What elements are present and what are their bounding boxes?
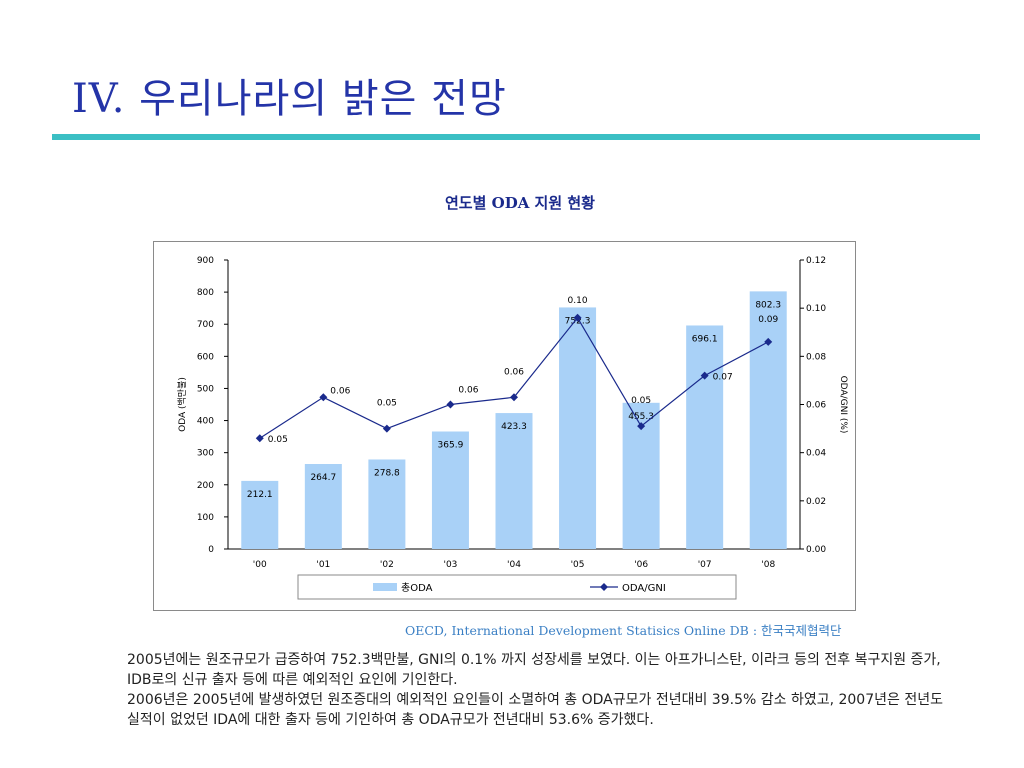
legend-swatch-bar [373, 583, 397, 591]
bar-value-label: 278.8 [374, 468, 400, 478]
oda-gni-point-7 [700, 371, 709, 380]
x-axis-tick-label: '01 [316, 560, 330, 570]
left-axis-tick-label: 300 [197, 449, 214, 459]
line-value-label: 0.09 [758, 315, 778, 325]
x-axis-tick-label: '04 [507, 560, 521, 570]
line-value-label: 0.05 [268, 435, 288, 445]
bar-value-label: 802.3 [755, 300, 781, 310]
right-axis-tick-label: 0.10 [806, 304, 826, 314]
oda-gni-point-1 [319, 393, 328, 402]
x-axis-tick-label: '06 [634, 560, 648, 570]
slide-title: IV. 우리나라의 밝은 전망 [72, 76, 507, 122]
bar-3 [431, 431, 469, 549]
x-axis-tick-label: '02 [380, 560, 394, 570]
bar-value-label: 423.3 [501, 422, 527, 432]
x-axis-tick-label: '00 [253, 560, 267, 570]
bar-5 [559, 307, 597, 549]
source-note: OECD, International Development Statisic… [405, 624, 842, 638]
left-axis-tick-label: 800 [197, 288, 214, 298]
right-axis-tick-label: 0.00 [806, 545, 826, 555]
right-axis-tick-label: 0.06 [806, 401, 826, 411]
legend-box [297, 574, 737, 600]
line-value-label: 0.06 [504, 367, 524, 377]
line-value-label: 0.06 [458, 386, 478, 396]
right-axis-tick-label: 0.02 [806, 497, 826, 507]
left-axis-title: ODA (백만불) [177, 377, 188, 432]
right-axis-tick-label: 0.04 [806, 449, 826, 459]
oda-gni-point-6 [637, 422, 646, 431]
chart-title: 연도별 ODA 지원 현황 [445, 194, 595, 212]
bar-2 [368, 459, 406, 549]
body-text: 2005년에는 원조규모가 급증하여 752.3백만불, GNI의 0.1% 까… [127, 650, 947, 730]
line-value-label: 0.05 [631, 396, 651, 406]
left-axis-tick-label: 0 [208, 545, 214, 555]
left-axis-tick-label: 700 [197, 320, 214, 330]
bar-0 [241, 480, 279, 549]
bar-value-label: 455.3 [628, 412, 654, 422]
line-value-label: 0.07 [713, 373, 733, 383]
oda-gni-point-0 [255, 434, 264, 443]
right-axis-tick-label: 0.12 [806, 256, 826, 266]
bar-1 [304, 464, 342, 549]
legend-swatch-marker [600, 583, 608, 591]
oda-gni-point-8 [764, 337, 773, 346]
left-axis-tick-label: 500 [197, 384, 214, 394]
bar-7 [686, 325, 724, 549]
oda-gni-point-3 [446, 400, 455, 409]
bar-value-label: 365.9 [438, 441, 464, 451]
x-axis-tick-label: '07 [698, 560, 712, 570]
oda-gni-point-5 [573, 313, 582, 322]
line-value-label: 0.05 [377, 399, 397, 409]
left-axis-tick-label: 200 [197, 481, 214, 491]
left-axis-tick-label: 900 [197, 256, 214, 266]
oda-gni-point-4 [510, 393, 518, 402]
line-value-label: 0.06 [330, 386, 350, 396]
bar-8 [749, 291, 787, 549]
bar-value-label: 696.1 [692, 334, 718, 344]
left-axis-tick-label: 600 [197, 352, 214, 362]
right-axis-tick-label: 0.08 [806, 352, 826, 362]
left-axis-tick-label: 400 [197, 417, 214, 427]
legend-label-bar: 총ODA [401, 582, 433, 594]
body-paragraph-2005: 2005년에는 원조규모가 급증하여 752.3백만불, GNI의 0.1% 까… [127, 652, 941, 688]
bar-4 [495, 413, 533, 549]
left-axis-tick-label: 100 [197, 513, 214, 523]
x-axis-tick-label: '05 [571, 560, 585, 570]
line-value-label: 0.10 [568, 296, 588, 306]
bar-value-label: 264.7 [310, 473, 336, 483]
x-axis-tick-label: '03 [443, 560, 457, 570]
right-axis-title: ODA/GNI (%) [838, 376, 848, 434]
legend-label-line: ODA/GNI [622, 583, 666, 594]
x-axis-tick-label: '08 [761, 560, 775, 570]
oda-gni-point-2 [382, 424, 391, 433]
body-paragraph-2006: 2006년은 2005년에 발생하였던 원조증대의 예외적인 요인들이 소멸하여… [127, 692, 943, 728]
title-divider [52, 134, 980, 140]
oda-chart: 0 100 200 300 400 500 600 700 800 900 0.00 0.02 0.04… [177, 256, 848, 600]
chart-frame: 0 100 200 300 400 500 600 700 800 900 0.00 0.02 0.04… [153, 241, 856, 611]
bar-value-label: 212.1 [247, 490, 273, 500]
